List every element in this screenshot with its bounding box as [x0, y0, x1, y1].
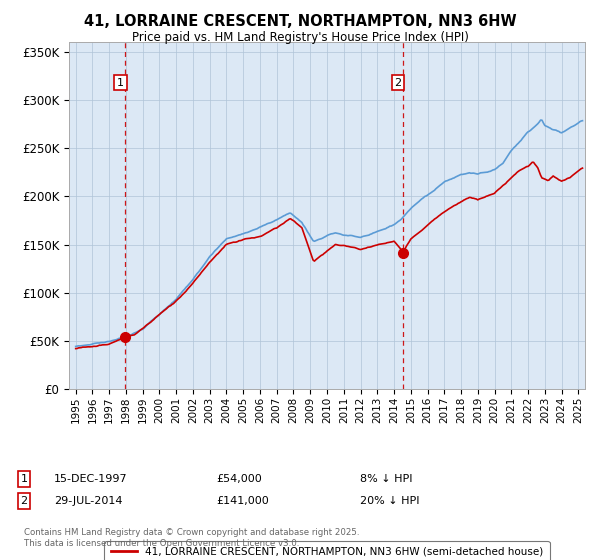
Text: 8% ↓ HPI: 8% ↓ HPI	[360, 474, 413, 484]
Text: 15-DEC-1997: 15-DEC-1997	[54, 474, 128, 484]
Text: 41, LORRAINE CRESCENT, NORTHAMPTON, NN3 6HW: 41, LORRAINE CRESCENT, NORTHAMPTON, NN3 …	[83, 14, 517, 29]
Text: Price paid vs. HM Land Registry's House Price Index (HPI): Price paid vs. HM Land Registry's House …	[131, 31, 469, 44]
Text: 29-JUL-2014: 29-JUL-2014	[54, 496, 122, 506]
Text: 1: 1	[20, 474, 28, 484]
Text: £141,000: £141,000	[216, 496, 269, 506]
Text: £54,000: £54,000	[216, 474, 262, 484]
Text: 1: 1	[117, 77, 124, 87]
Text: 2: 2	[395, 77, 401, 87]
Text: Contains HM Land Registry data © Crown copyright and database right 2025.
This d: Contains HM Land Registry data © Crown c…	[24, 528, 359, 548]
Legend: 41, LORRAINE CRESCENT, NORTHAMPTON, NN3 6HW (semi-detached house), HPI: Average : 41, LORRAINE CRESCENT, NORTHAMPTON, NN3 …	[104, 541, 550, 560]
Text: 2: 2	[20, 496, 28, 506]
Text: 20% ↓ HPI: 20% ↓ HPI	[360, 496, 419, 506]
